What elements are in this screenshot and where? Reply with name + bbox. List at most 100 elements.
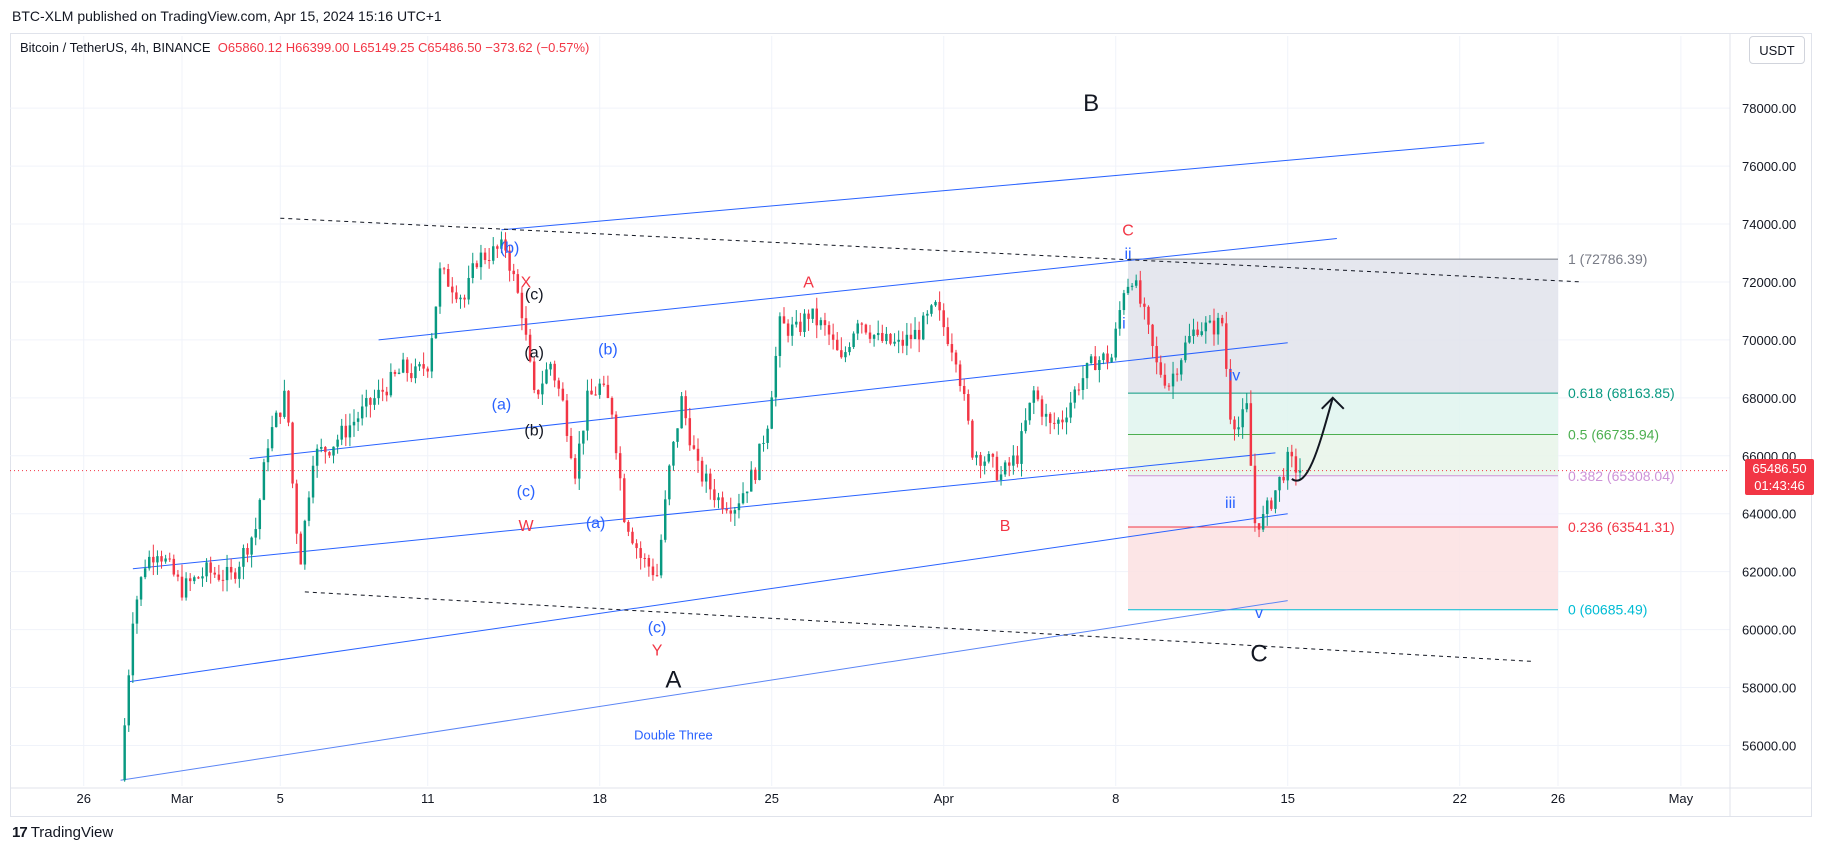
candle-body: [852, 333, 855, 348]
candle-body: [365, 398, 368, 407]
candle-body: [1282, 476, 1285, 481]
candle-body: [148, 556, 151, 569]
candle-body: [1171, 373, 1175, 387]
candle-body: [1298, 470, 1302, 473]
candle-body: [983, 461, 986, 466]
candle-body: [639, 548, 642, 558]
candle-body: [1065, 417, 1068, 423]
candle-body: [979, 454, 982, 466]
candle-body: [881, 332, 884, 342]
candle-body: [774, 355, 778, 398]
candle-body: [684, 396, 687, 419]
candle-body: [840, 350, 843, 358]
symbol-name[interactable]: Bitcoin / TetherUS, 4h, BINANCE: [20, 40, 211, 55]
candle-body: [434, 306, 438, 339]
candle-body: [1274, 490, 1277, 509]
y-tick-label: 58000.00: [1742, 681, 1796, 696]
candle-body: [1118, 310, 1122, 329]
candle-body: [659, 539, 663, 576]
x-tick-label: 8: [1112, 791, 1119, 806]
candle-body: [172, 558, 176, 575]
candle-body: [725, 508, 728, 511]
candle-body: [836, 339, 839, 351]
candle-body: [258, 499, 262, 530]
candle-body: [967, 394, 970, 421]
wave-label: (b): [524, 422, 544, 439]
candle-body: [1061, 419, 1064, 423]
candle-body: [479, 252, 483, 268]
channel-line: [128, 513, 1288, 683]
candle-body: [893, 341, 896, 344]
candle-body: [557, 380, 560, 389]
candle-body: [254, 529, 257, 538]
chart-frame: [10, 33, 1812, 817]
candle-body: [520, 292, 524, 319]
candle-body: [594, 394, 597, 396]
x-tick-label: Mar: [171, 791, 194, 806]
y-tick-label: 78000.00: [1742, 101, 1796, 116]
fib-level-label: 0.5 (66735.94): [1568, 426, 1659, 442]
candle-body: [1278, 476, 1281, 491]
candle-body: [1200, 331, 1203, 335]
candle-body: [721, 497, 724, 509]
candle-body: [500, 239, 503, 249]
candle-body: [1126, 286, 1130, 294]
wave-label: A: [665, 667, 681, 694]
candle-body: [451, 286, 454, 293]
candle-body: [1048, 413, 1052, 423]
candle-body: [643, 557, 646, 559]
wave-label: (a): [586, 515, 606, 532]
candle-body: [266, 448, 270, 463]
candle-body: [1143, 303, 1146, 307]
candle-body: [373, 398, 376, 405]
currency-selector-button[interactable]: USDT: [1749, 36, 1805, 64]
candle-body: [135, 599, 139, 624]
candle-body: [320, 447, 323, 449]
candle-body: [168, 558, 171, 560]
candle-body: [1102, 353, 1105, 361]
projection-arrow-path: [1291, 397, 1334, 482]
y-tick-label: 62000.00: [1742, 565, 1796, 580]
candle-body: [635, 543, 638, 549]
candle-body: [279, 412, 282, 417]
candle-body: [737, 503, 741, 511]
candle-body: [860, 323, 864, 325]
candle-body: [287, 390, 290, 423]
candle-body: [790, 324, 794, 336]
candle-body: [786, 323, 790, 336]
candle-body: [582, 430, 585, 444]
candle-body: [799, 321, 802, 332]
candle-body: [1290, 451, 1294, 457]
candle-body: [872, 335, 876, 339]
candle-body: [623, 478, 626, 523]
candle-body: [803, 313, 806, 332]
candle-body: [156, 556, 159, 563]
candle-body: [311, 465, 315, 498]
candle-body: [1085, 362, 1089, 379]
ohlc-high: H66399.00: [285, 40, 350, 55]
candle-body: [950, 344, 954, 353]
candle-body: [897, 339, 900, 342]
channel-line: [501, 142, 1485, 231]
fib-level-label: 1 (72786.39): [1568, 251, 1647, 267]
candle-body: [700, 460, 704, 482]
candle-body: [954, 352, 958, 365]
candle-body: [606, 384, 610, 399]
candle-body: [1147, 306, 1150, 325]
candle-body: [524, 318, 528, 335]
candle-body: [995, 456, 999, 480]
tradingview-logo[interactable]: 17 TradingView: [12, 824, 113, 841]
wave-label: (b): [598, 341, 618, 358]
candle-body: [532, 361, 536, 390]
candle-body: [487, 260, 491, 262]
wave-label: A: [803, 275, 814, 292]
candle-body: [197, 577, 200, 579]
wave-label: B: [1000, 518, 1011, 535]
candle-body: [750, 469, 753, 492]
candle-body: [508, 250, 511, 271]
candle-body: [745, 491, 749, 494]
candle-body: [389, 371, 393, 396]
wave-label: Y: [652, 643, 663, 660]
